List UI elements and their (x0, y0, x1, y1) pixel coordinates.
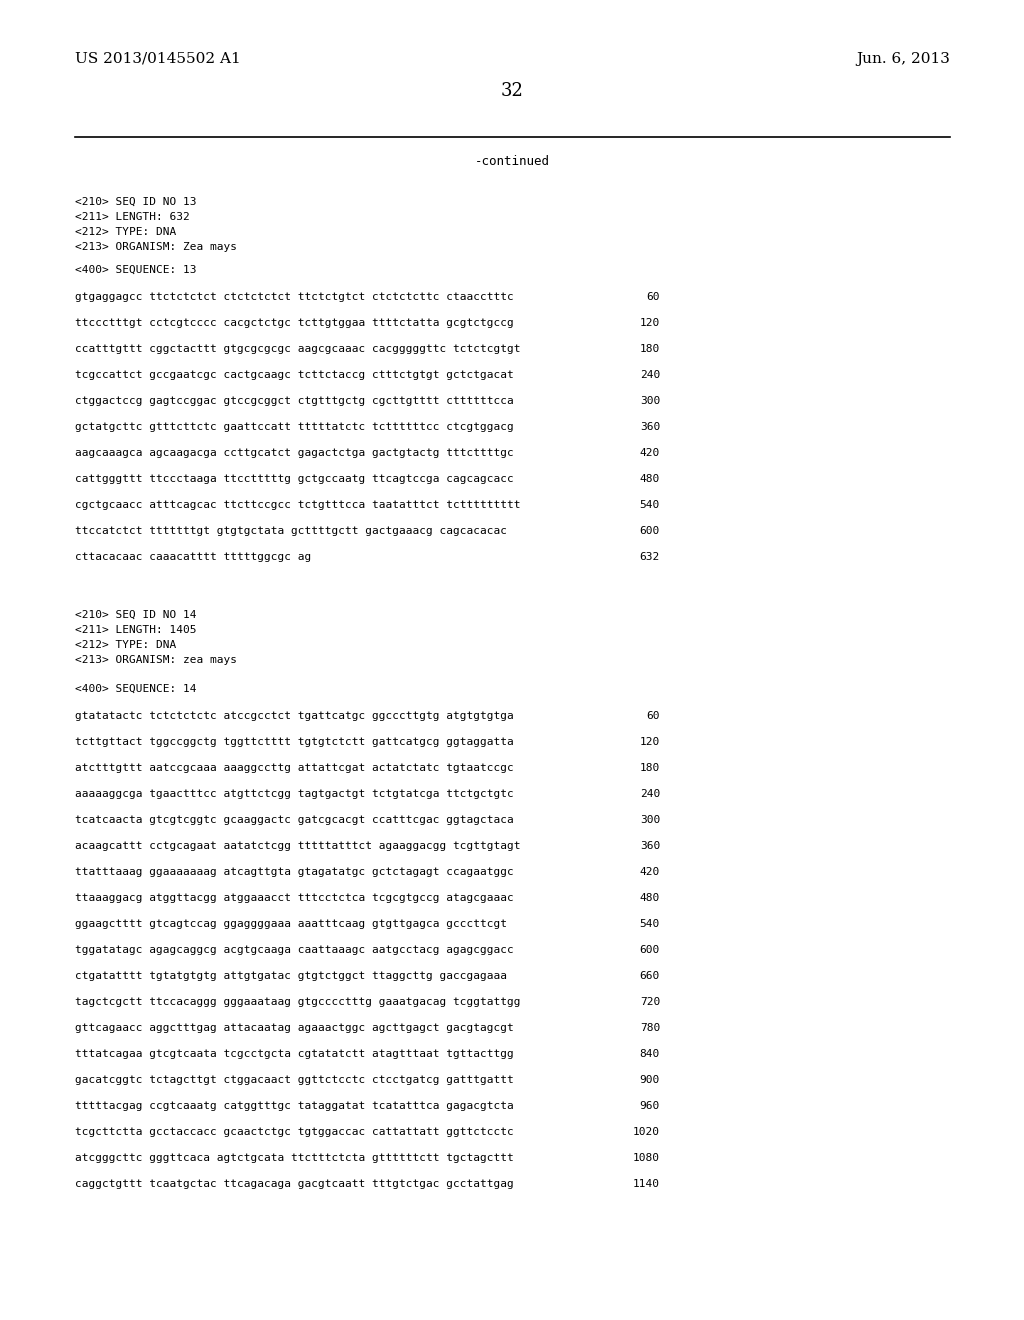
Text: <400> SEQUENCE: 14: <400> SEQUENCE: 14 (75, 684, 197, 694)
Text: -continued: -continued (474, 154, 550, 168)
Text: 180: 180 (640, 345, 660, 354)
Text: 600: 600 (640, 945, 660, 954)
Text: 660: 660 (640, 972, 660, 981)
Text: <211> LENGTH: 1405: <211> LENGTH: 1405 (75, 624, 197, 635)
Text: 900: 900 (640, 1074, 660, 1085)
Text: tcgcttctta gcctaccacc gcaactctgc tgtggaccac cattattatt ggttctcctc: tcgcttctta gcctaccacc gcaactctgc tgtggac… (75, 1127, 514, 1137)
Text: <210> SEQ ID NO 13: <210> SEQ ID NO 13 (75, 197, 197, 207)
Text: ctggactccg gagtccggac gtccgcggct ctgtttgctg cgcttgtttt cttttttcca: ctggactccg gagtccggac gtccgcggct ctgtttg… (75, 396, 514, 407)
Text: aagcaaagca agcaagacga ccttgcatct gagactctga gactgtactg tttcttttgc: aagcaaagca agcaagacga ccttgcatct gagactc… (75, 447, 514, 458)
Text: 632: 632 (640, 552, 660, 562)
Text: gttcagaacc aggctttgag attacaatag agaaactggc agcttgagct gacgtagcgt: gttcagaacc aggctttgag attacaatag agaaact… (75, 1023, 514, 1034)
Text: ccatttgttt cggctacttt gtgcgcgcgc aagcgcaaac cacgggggttc tctctcgtgt: ccatttgttt cggctacttt gtgcgcgcgc aagcgca… (75, 345, 520, 354)
Text: <213> ORGANISM: Zea mays: <213> ORGANISM: Zea mays (75, 242, 237, 252)
Text: 540: 540 (640, 500, 660, 510)
Text: 300: 300 (640, 396, 660, 407)
Text: 840: 840 (640, 1049, 660, 1059)
Text: gctatgcttc gtttcttctc gaattccatt tttttatctc tcttttttcc ctcgtggacg: gctatgcttc gtttcttctc gaattccatt tttttat… (75, 422, 514, 432)
Text: aaaaaggcga tgaactttcc atgttctcgg tagtgactgt tctgtatcga ttctgctgtc: aaaaaggcga tgaactttcc atgttctcgg tagtgac… (75, 789, 514, 799)
Text: ttccctttgt cctcgtcccc cacgctctgc tcttgtggaa ttttctatta gcgtctgccg: ttccctttgt cctcgtcccc cacgctctgc tcttgtg… (75, 318, 514, 327)
Text: 360: 360 (640, 422, 660, 432)
Text: <213> ORGANISM: zea mays: <213> ORGANISM: zea mays (75, 655, 237, 665)
Text: <210> SEQ ID NO 14: <210> SEQ ID NO 14 (75, 610, 197, 620)
Text: 60: 60 (646, 292, 660, 302)
Text: 240: 240 (640, 370, 660, 380)
Text: ctgatatttt tgtatgtgtg attgtgatac gtgtctggct ttaggcttg gaccgagaaa: ctgatatttt tgtatgtgtg attgtgatac gtgtctg… (75, 972, 507, 981)
Text: tcttgttact tggccggctg tggttctttt tgtgtctctt gattcatgcg ggtaggatta: tcttgttact tggccggctg tggttctttt tgtgtct… (75, 737, 514, 747)
Text: 60: 60 (646, 711, 660, 721)
Text: 360: 360 (640, 841, 660, 851)
Text: gtatatactc tctctctctc atccgcctct tgattcatgc ggcccttgtg atgtgtgtga: gtatatactc tctctctctc atccgcctct tgattca… (75, 711, 514, 721)
Text: 32: 32 (501, 82, 523, 100)
Text: tagctcgctt ttccacaggg gggaaataag gtgcccctttg gaaatgacag tcggtattgg: tagctcgctt ttccacaggg gggaaataag gtgcccc… (75, 997, 520, 1007)
Text: cgctgcaacc atttcagcac ttcttccgcc tctgtttcca taatatttct tcttttttttt: cgctgcaacc atttcagcac ttcttccgcc tctgttt… (75, 500, 520, 510)
Text: Jun. 6, 2013: Jun. 6, 2013 (856, 51, 950, 66)
Text: ggaagctttt gtcagtccag ggaggggaaa aaatttcaag gtgttgagca gcccttcgt: ggaagctttt gtcagtccag ggaggggaaa aaatttc… (75, 919, 507, 929)
Text: 420: 420 (640, 447, 660, 458)
Text: <212> TYPE: DNA: <212> TYPE: DNA (75, 227, 176, 238)
Text: caggctgttt tcaatgctac ttcagacaga gacgtcaatt tttgtctgac gcctattgag: caggctgttt tcaatgctac ttcagacaga gacgtca… (75, 1179, 514, 1189)
Text: <212> TYPE: DNA: <212> TYPE: DNA (75, 640, 176, 649)
Text: 540: 540 (640, 919, 660, 929)
Text: US 2013/0145502 A1: US 2013/0145502 A1 (75, 51, 241, 66)
Text: <211> LENGTH: 632: <211> LENGTH: 632 (75, 213, 189, 222)
Text: 600: 600 (640, 525, 660, 536)
Text: gacatcggtc tctagcttgt ctggacaact ggttctcctc ctcctgatcg gatttgattt: gacatcggtc tctagcttgt ctggacaact ggttctc… (75, 1074, 514, 1085)
Text: 1080: 1080 (633, 1152, 660, 1163)
Text: ttccatctct tttttttgt gtgtgctata gcttttgctt gactgaaacg cagcacacac: ttccatctct tttttttgt gtgtgctata gcttttgc… (75, 525, 507, 536)
Text: gtgaggagcc ttctctctct ctctctctct ttctctgtct ctctctcttc ctaacctttc: gtgaggagcc ttctctctct ctctctctct ttctctg… (75, 292, 514, 302)
Text: acaagcattt cctgcagaat aatatctcgg tttttatttct agaaggacgg tcgttgtagt: acaagcattt cctgcagaat aatatctcgg tttttat… (75, 841, 520, 851)
Text: 720: 720 (640, 997, 660, 1007)
Text: tttatcagaa gtcgtcaata tcgcctgcta cgtatatctt atagtttaat tgttacttgg: tttatcagaa gtcgtcaata tcgcctgcta cgtatat… (75, 1049, 514, 1059)
Text: 120: 120 (640, 737, 660, 747)
Text: tggatatagc agagcaggcg acgtgcaaga caattaaagc aatgcctacg agagcggacc: tggatatagc agagcaggcg acgtgcaaga caattaa… (75, 945, 514, 954)
Text: cttacacaac caaacatttt tttttggcgc ag: cttacacaac caaacatttt tttttggcgc ag (75, 552, 311, 562)
Text: tcgccattct gccgaatcgc cactgcaagc tcttctaccg ctttctgtgt gctctgacat: tcgccattct gccgaatcgc cactgcaagc tcttcta… (75, 370, 514, 380)
Text: 480: 480 (640, 894, 660, 903)
Text: 780: 780 (640, 1023, 660, 1034)
Text: 420: 420 (640, 867, 660, 876)
Text: 120: 120 (640, 318, 660, 327)
Text: cattgggttt ttccctaaga ttcctttttg gctgccaatg ttcagtccga cagcagcacc: cattgggttt ttccctaaga ttcctttttg gctgcca… (75, 474, 514, 484)
Text: ttatttaaag ggaaaaaaag atcagttgta gtagatatgc gctctagagt ccagaatggc: ttatttaaag ggaaaaaaag atcagttgta gtagata… (75, 867, 514, 876)
Text: 180: 180 (640, 763, 660, 774)
Text: 480: 480 (640, 474, 660, 484)
Text: ttaaaggacg atggttacgg atggaaacct tttcctctca tcgcgtgccg atagcgaaac: ttaaaggacg atggttacgg atggaaacct tttcctc… (75, 894, 514, 903)
Text: 1020: 1020 (633, 1127, 660, 1137)
Text: tttttacgag ccgtcaaatg catggtttgc tataggatat tcatatttca gagacgtcta: tttttacgag ccgtcaaatg catggtttgc tatagga… (75, 1101, 514, 1111)
Text: 300: 300 (640, 814, 660, 825)
Text: atctttgttt aatccgcaaa aaaggccttg attattcgat actatctatc tgtaatccgc: atctttgttt aatccgcaaa aaaggccttg attattc… (75, 763, 514, 774)
Text: tcatcaacta gtcgtcggtc gcaaggactc gatcgcacgt ccatttcgac ggtagctaca: tcatcaacta gtcgtcggtc gcaaggactc gatcgca… (75, 814, 514, 825)
Text: 1140: 1140 (633, 1179, 660, 1189)
Text: atcgggcttc gggttcaca agtctgcata ttctttctcta gttttttctt tgctagcttt: atcgggcttc gggttcaca agtctgcata ttctttct… (75, 1152, 514, 1163)
Text: <400> SEQUENCE: 13: <400> SEQUENCE: 13 (75, 265, 197, 275)
Text: 240: 240 (640, 789, 660, 799)
Text: 960: 960 (640, 1101, 660, 1111)
